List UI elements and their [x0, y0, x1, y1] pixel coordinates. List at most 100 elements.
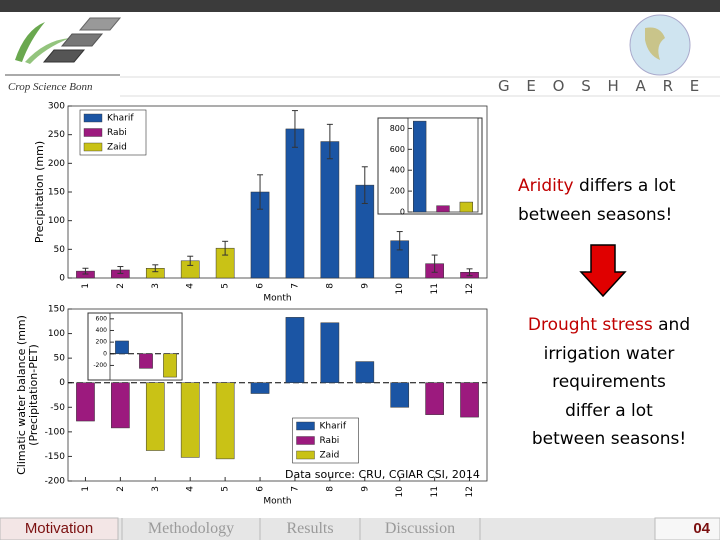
x-tick-label: 3	[151, 486, 161, 492]
note-line: Drought stress and	[508, 311, 710, 340]
y-tick-label: 200	[96, 339, 108, 346]
note-line: irrigation water	[508, 340, 710, 369]
bar	[320, 322, 340, 383]
y-tick-label: 200	[48, 159, 65, 169]
legend-label: Rabi	[107, 128, 127, 138]
y-tick-label: 0	[103, 350, 107, 357]
x-tick-label: 2	[116, 283, 126, 289]
bar	[425, 382, 444, 415]
y-tick-label: -100	[45, 427, 66, 437]
page-number: 04	[693, 520, 710, 537]
x-tick-label: 7	[290, 486, 300, 492]
bar	[459, 201, 473, 213]
x-tick-label: 8	[325, 283, 335, 289]
y-tick-label: -200	[45, 477, 66, 487]
brand: G E O S H A R E	[498, 77, 705, 95]
bar	[436, 205, 450, 213]
x-tick-label: 3	[151, 283, 161, 289]
x-tick-label: 5	[221, 486, 231, 492]
note-text: requirements	[552, 372, 666, 392]
y-tick-label: 400	[390, 166, 405, 175]
bar	[180, 382, 200, 458]
y-axis-label: Precipitation (mm)	[33, 141, 46, 243]
x-tick-label: 6	[256, 283, 266, 289]
y-axis-label: (Precipitation-PET)	[27, 344, 40, 446]
note-text: Aridity	[518, 176, 574, 196]
note-line: between seasons!	[508, 425, 710, 454]
x-tick-label: 9	[360, 283, 370, 289]
y-tick-label: 0	[59, 274, 65, 284]
chart: -200 0 200 400 600	[87, 312, 183, 381]
legend-label: Zaid	[320, 451, 340, 461]
y-tick-label: 600	[96, 315, 108, 322]
note-line: requirements	[508, 368, 710, 397]
bar	[355, 361, 375, 383]
note: Drought stress and irrigation water requir…	[508, 311, 710, 454]
legend-swatch	[296, 436, 315, 445]
x-tick-label: 10	[395, 283, 405, 295]
bar	[163, 353, 177, 378]
bar	[413, 120, 427, 213]
y-tick-label: 300	[48, 102, 65, 112]
y-tick-label: 50	[54, 354, 66, 364]
logo-leaf	[25, 38, 70, 64]
legend-swatch	[296, 450, 315, 460]
note-text: irrigation water	[543, 343, 675, 364]
x-tick-label: 8	[325, 486, 335, 492]
note-line: Aridity differs a lot	[518, 172, 676, 201]
bar	[285, 317, 305, 383]
legend-swatch	[83, 142, 103, 152]
arrow	[579, 244, 627, 298]
bar	[139, 353, 153, 369]
x-tick-label: 4	[186, 283, 196, 289]
x-tick-label: 1	[81, 486, 91, 492]
bar	[460, 382, 479, 418]
note-text: differ a lot	[565, 400, 653, 421]
nav-item[interactable]: Methodology	[147, 520, 235, 537]
bar	[111, 382, 130, 429]
x-tick-label: 2	[116, 486, 126, 492]
y-tick-label: 400	[96, 327, 108, 334]
note-text: differs a lot	[573, 176, 676, 196]
page-box	[654, 517, 720, 540]
logo-tile	[42, 49, 86, 63]
legend-label: Kharif	[320, 422, 347, 432]
legend-label: Rabi	[320, 436, 340, 446]
y-tick-label: 50	[54, 245, 66, 255]
globe	[629, 14, 691, 76]
note: Aridity differs a lot between seasons!	[518, 172, 676, 229]
y-tick-label: -50	[50, 403, 65, 413]
x-axis-label: Month	[263, 294, 291, 304]
logo-tile	[78, 17, 122, 31]
x-tick-label: 12	[465, 283, 475, 294]
x-tick-label: 6	[256, 486, 266, 492]
y-tick-label: 100	[48, 329, 65, 339]
logo-tile	[60, 33, 104, 47]
bar	[145, 382, 165, 451]
bar	[115, 340, 129, 355]
bar	[76, 382, 95, 422]
x-tick-label: 7	[290, 283, 300, 289]
nav-item[interactable]: Results	[286, 520, 334, 537]
chart: 0 200 400 600 800	[377, 117, 483, 217]
y-tick-label: 100	[48, 216, 65, 226]
y-tick-label: 250	[48, 130, 65, 140]
nav-item[interactable]: Discussion	[384, 520, 456, 537]
y-tick-label: 0	[59, 378, 65, 388]
y-tick-label: 150	[48, 188, 65, 198]
note-line: between seasons!	[518, 201, 676, 230]
x-tick-label: 10	[395, 486, 405, 498]
y-tick-label: 150	[48, 305, 65, 315]
legend-label: Kharif	[107, 114, 134, 124]
x-tick-label: 1	[81, 283, 91, 289]
y-tick-label: 0	[400, 208, 405, 217]
legend-swatch	[83, 113, 103, 123]
globe-land	[645, 27, 665, 60]
legend-swatch	[296, 421, 315, 431]
y-tick-label: 600	[390, 145, 405, 154]
nav-item[interactable]: Motivation	[24, 520, 94, 537]
x-tick-label: 11	[430, 283, 440, 294]
x-tick-label: 4	[186, 486, 196, 492]
bar	[215, 382, 235, 460]
